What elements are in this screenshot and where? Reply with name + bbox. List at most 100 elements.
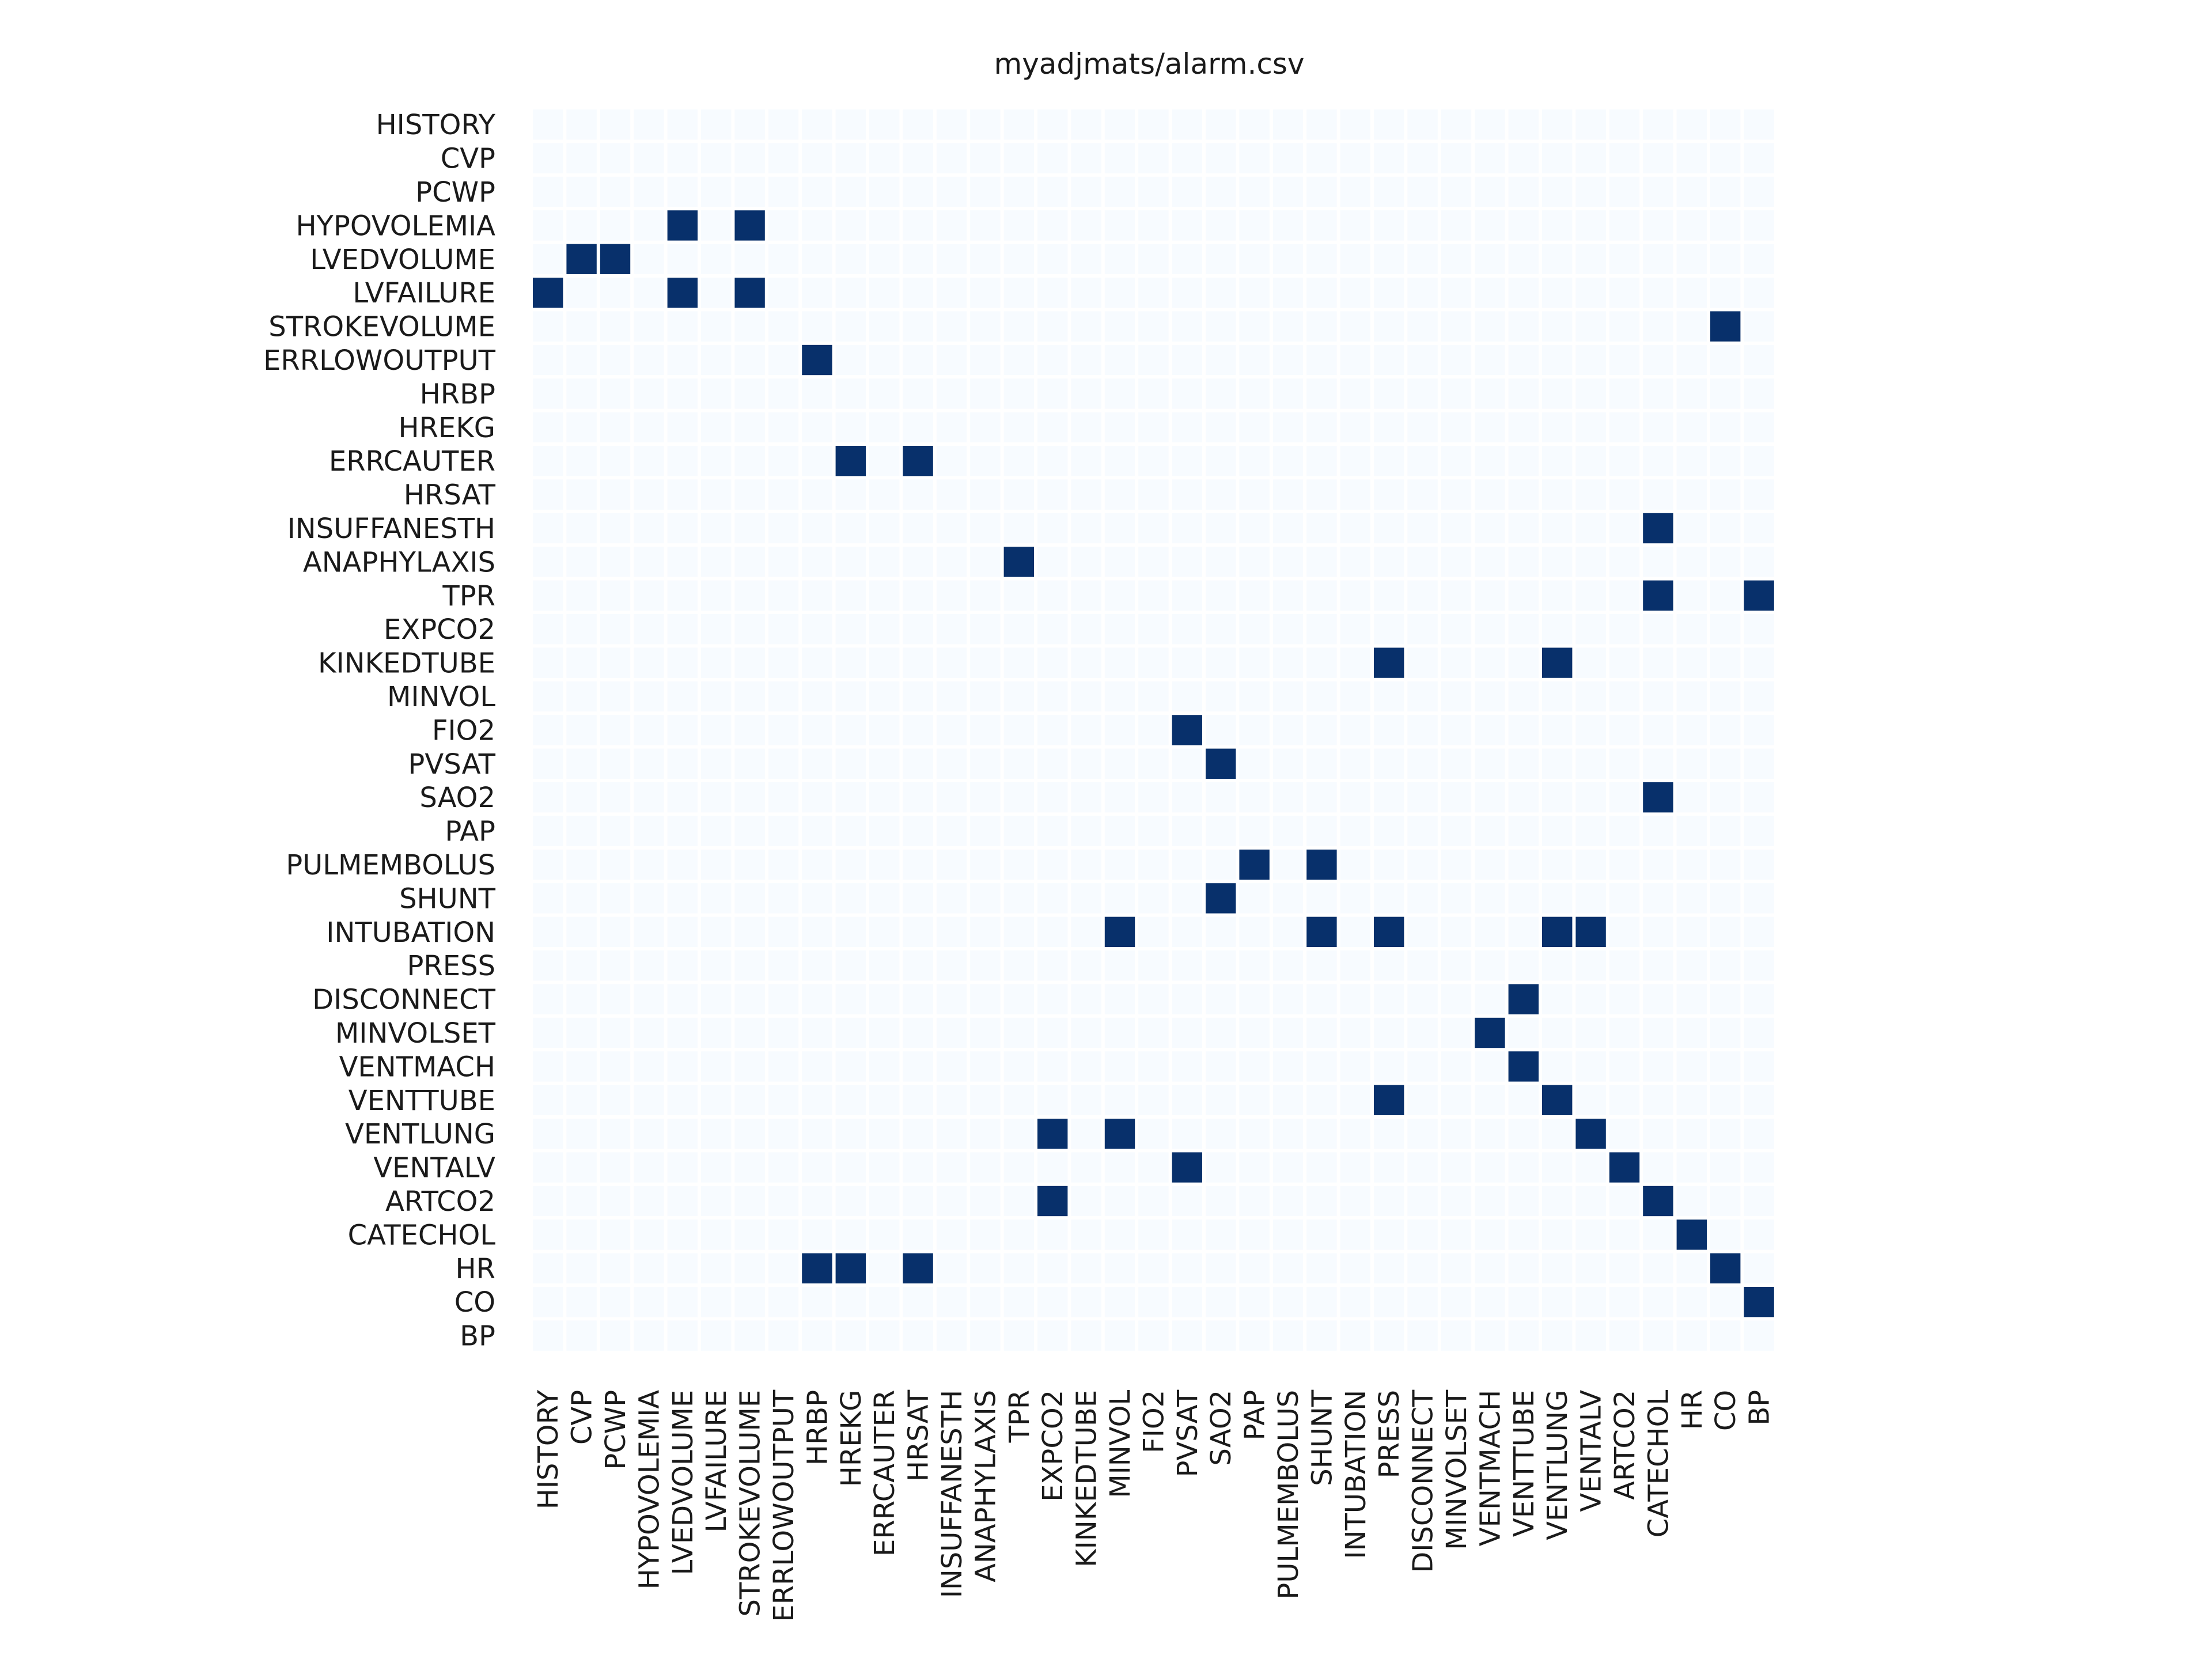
heatmap-cell	[768, 1152, 799, 1183]
heatmap-cell-edge	[1744, 580, 1774, 611]
heatmap-cell	[802, 513, 832, 544]
heatmap-cell	[802, 715, 832, 745]
heatmap-cell	[1609, 412, 1640, 442]
heatmap-cell	[1003, 849, 1034, 880]
heatmap-cell	[1071, 378, 1101, 409]
heatmap-cell	[1575, 883, 1606, 914]
heatmap-cell	[835, 748, 866, 779]
heatmap-cell	[1374, 883, 1404, 914]
heatmap-cell	[1306, 109, 1337, 140]
heatmap-cell-edge	[1172, 715, 1202, 745]
heatmap-cell	[1037, 109, 1068, 140]
heatmap-cell	[1306, 344, 1337, 376]
heatmap-cell	[1441, 109, 1472, 140]
heatmap-cell	[1575, 244, 1606, 274]
heatmap-cell	[1542, 1119, 1573, 1149]
heatmap-cell	[768, 143, 799, 173]
heatmap-cell	[970, 344, 1001, 376]
heatmap-cell	[600, 580, 631, 611]
heatmap-cell	[768, 278, 799, 308]
heatmap-cell	[600, 647, 631, 678]
heatmap-cell	[768, 816, 799, 846]
heatmap-cell	[734, 614, 765, 645]
heatmap-cell	[1374, 1185, 1404, 1217]
heatmap-cell	[1575, 782, 1606, 813]
heatmap-cell	[1138, 547, 1169, 577]
heatmap-cell	[734, 849, 765, 880]
heatmap-cell	[1407, 614, 1438, 645]
heatmap-cell	[768, 1287, 799, 1317]
heatmap-cell	[1508, 1152, 1539, 1183]
heatmap-cell	[1542, 748, 1573, 779]
heatmap-cell	[1475, 1320, 1505, 1351]
column-label: KINKEDTUBE	[1071, 1390, 1103, 1567]
column-label: VENTTUBE	[1508, 1390, 1540, 1537]
heatmap-cell	[1172, 1085, 1202, 1115]
heatmap-cell	[1272, 513, 1304, 544]
column-label: BP	[1744, 1390, 1776, 1426]
heatmap-cell	[1609, 748, 1640, 779]
heatmap-cell	[768, 446, 799, 476]
heatmap-cell	[903, 849, 933, 880]
heatmap-cell	[1508, 109, 1539, 140]
heatmap-cell	[701, 278, 732, 308]
heatmap-cell-edge	[1374, 647, 1404, 678]
heatmap-cell	[1575, 547, 1606, 577]
heatmap-cell	[869, 446, 900, 476]
column-label: DISCONNECT	[1407, 1389, 1440, 1573]
heatmap-cell	[1441, 1185, 1472, 1217]
heatmap-cell	[1104, 479, 1135, 510]
heatmap-cell	[936, 849, 967, 880]
heatmap-cell	[1643, 547, 1673, 577]
heatmap-cell	[1643, 1152, 1673, 1183]
heatmap-cell	[1374, 378, 1404, 409]
heatmap-cell	[1172, 513, 1202, 544]
heatmap-cell	[970, 1219, 1001, 1250]
heatmap-cell	[1037, 782, 1068, 813]
heatmap-cell	[734, 344, 765, 376]
heatmap-cell	[936, 244, 967, 274]
heatmap-cell	[1071, 311, 1101, 342]
heatmap-cell	[1609, 1017, 1640, 1048]
heatmap-cell	[1643, 244, 1673, 274]
heatmap-cell	[1037, 311, 1068, 342]
heatmap-cell	[1206, 1253, 1236, 1283]
heatmap-cell	[1609, 278, 1640, 308]
heatmap-cell	[1172, 1185, 1202, 1217]
heatmap-cell	[1744, 916, 1774, 947]
heatmap-cell	[533, 580, 563, 611]
column-label: CVP	[566, 1390, 599, 1445]
heatmap-cell	[802, 210, 832, 241]
heatmap-cell	[1206, 782, 1236, 813]
heatmap-cell	[1542, 816, 1573, 846]
heatmap-cell	[1676, 816, 1707, 846]
heatmap-cell	[1037, 446, 1068, 476]
heatmap-cell	[667, 446, 698, 476]
heatmap-cell	[1306, 513, 1337, 544]
column-label: PULMEMBOLUS	[1272, 1390, 1305, 1600]
heatmap-cell	[936, 715, 967, 745]
heatmap-cell	[1003, 1051, 1034, 1082]
heatmap-cell	[1172, 378, 1202, 409]
heatmap-cell	[1037, 176, 1068, 207]
heatmap-cell	[1609, 143, 1640, 173]
heatmap-cell	[600, 278, 631, 308]
heatmap-cell	[1206, 950, 1236, 981]
heatmap-cell	[566, 715, 597, 745]
heatmap-cell	[869, 1152, 900, 1183]
heatmap-cell	[1272, 715, 1304, 745]
heatmap-cell	[1609, 580, 1640, 611]
heatmap-cell	[1071, 1219, 1101, 1250]
heatmap-cell	[1104, 681, 1135, 712]
heatmap-cell	[1508, 479, 1539, 510]
heatmap-cell	[1508, 278, 1539, 308]
heatmap-cell	[1138, 412, 1169, 442]
heatmap-cell	[1239, 614, 1270, 645]
heatmap-cell	[566, 1287, 597, 1317]
heatmap-cell	[533, 748, 563, 779]
heatmap-cell	[1676, 580, 1707, 611]
heatmap-cell	[1306, 1287, 1337, 1317]
heatmap-cell	[1138, 109, 1169, 140]
heatmap-cell	[566, 109, 597, 140]
heatmap-cell	[1676, 1287, 1707, 1317]
